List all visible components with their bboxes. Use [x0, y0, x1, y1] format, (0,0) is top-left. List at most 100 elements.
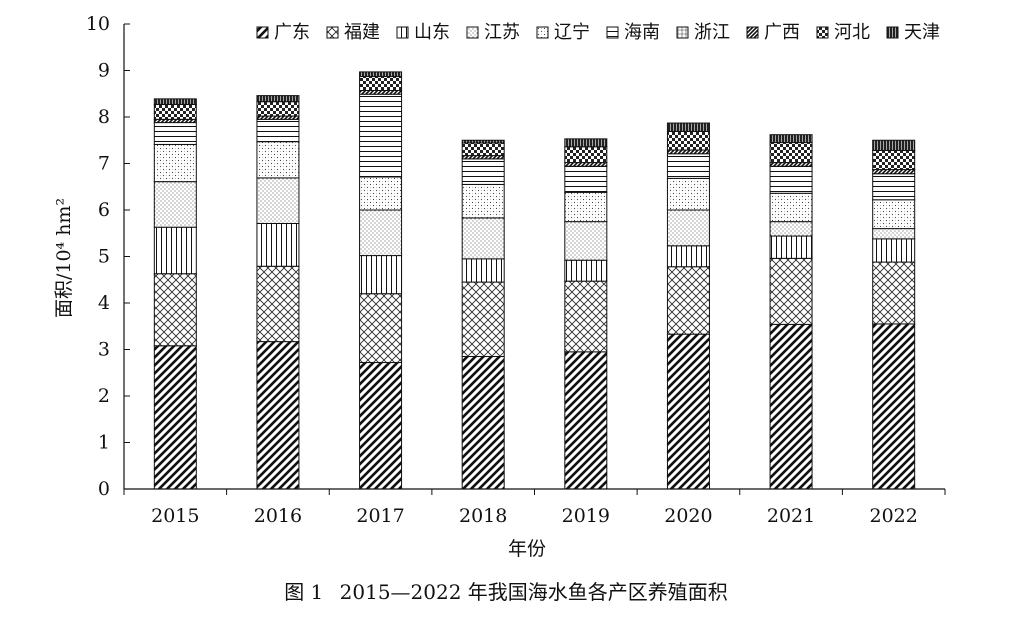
bar-stack-2022 — [872, 139, 916, 490]
legend-item: 天津 — [886, 22, 940, 43]
y-tick-label: 8 — [98, 106, 110, 128]
legend-swatch — [606, 26, 619, 39]
legend-item: 海南 — [606, 22, 660, 43]
y-tick-label: 4 — [98, 292, 110, 314]
bar-segment — [359, 362, 403, 490]
legend-label: 天津 — [904, 22, 940, 43]
legend-item: 江苏 — [466, 22, 520, 43]
bar-segment — [564, 351, 608, 490]
bar-segment — [256, 141, 300, 179]
stacked-bar-chart: 广东 福建 山东 江苏 辽宁 海南 浙江 广西 河北 天津 0 1 2 3 4 5 6 7 8 9 10 2015 201… — [53, 13, 946, 560]
legend-label: 海南 — [624, 22, 660, 43]
y-tick-label: 2 — [98, 385, 110, 407]
bar-segment — [564, 146, 608, 164]
axes: 0 1 2 3 4 5 6 7 8 9 10 2015 2016 2017 2018 2019 2020 2021… — [86, 13, 946, 527]
y-tick-label: 10 — [86, 13, 110, 35]
legend-swatch — [676, 26, 689, 39]
bar-segment — [153, 226, 197, 275]
legend-label: 广西 — [764, 22, 800, 43]
bar-segment — [564, 280, 608, 353]
bar-segment — [872, 139, 916, 151]
bar-segment — [153, 143, 197, 183]
y-tick-label: 5 — [98, 246, 110, 268]
bar-stack-2021 — [769, 134, 813, 490]
legend: 广东 福建 山东 江苏 辽宁 海南 浙江 广西 河北 天津 — [256, 22, 940, 43]
bar-segment — [872, 261, 916, 325]
legend-label: 山东 — [414, 22, 450, 43]
bar-segment — [872, 173, 916, 201]
bar-segment — [666, 209, 710, 247]
legend-swatch — [746, 26, 759, 39]
bar-segment — [256, 177, 300, 224]
y-tick-label: 9 — [98, 60, 110, 82]
bar-segment — [666, 266, 710, 335]
bar-segment — [359, 89, 403, 95]
figure-caption-prefix: 图 1 — [284, 580, 324, 604]
x-tick-label: 2015 — [151, 505, 199, 527]
legend-item: 广西 — [746, 22, 800, 43]
y-tick-label: 7 — [98, 153, 110, 175]
legend-swatch — [396, 26, 409, 39]
bar-segment — [872, 149, 916, 171]
bar-segment — [461, 355, 505, 490]
y-tick-label: 0 — [98, 478, 110, 500]
legend-label: 河北 — [834, 22, 870, 43]
bar-segment — [769, 192, 813, 223]
legend-swatch — [816, 26, 829, 39]
bar-segment — [256, 265, 300, 343]
bar-segment — [359, 293, 403, 364]
bar-segment — [153, 273, 197, 347]
bar-segment — [872, 323, 916, 490]
bar-segment — [461, 139, 505, 144]
x-tick-label: 2020 — [664, 505, 712, 527]
bar-segment — [359, 93, 403, 178]
bar-stack-2019 — [564, 138, 608, 490]
y-tick-label: 3 — [98, 339, 110, 361]
legend-label: 浙江 — [694, 22, 730, 43]
bar-segment — [153, 122, 197, 145]
bar-segment — [564, 138, 608, 148]
bar-segment — [769, 257, 813, 325]
bar-segment — [461, 183, 505, 219]
x-tick-label: 2021 — [767, 505, 815, 527]
bar-segment — [564, 191, 608, 223]
bar-stack-2016 — [256, 95, 300, 490]
bar-segment — [872, 238, 916, 263]
legend-label: 辽宁 — [554, 22, 590, 43]
bar-segment — [872, 228, 916, 240]
legend-swatch — [256, 26, 269, 39]
bar-segment — [666, 130, 710, 151]
x-tick-label: 2019 — [562, 505, 610, 527]
bar-stack-2018 — [461, 139, 505, 490]
bar-segment — [666, 333, 710, 490]
bar-segment — [256, 118, 300, 143]
bar-segment — [461, 281, 505, 357]
x-tick-label: 2016 — [254, 505, 302, 527]
bars — [153, 71, 916, 490]
legend-item: 浙江 — [676, 22, 730, 43]
bar-segment — [564, 162, 608, 167]
bar-segment — [666, 149, 710, 155]
bar-segment — [461, 158, 505, 185]
bar-segment — [769, 235, 813, 259]
x-tick-label: 2022 — [870, 505, 918, 527]
y-tick-label: 1 — [98, 432, 110, 454]
legend-swatch — [466, 26, 479, 39]
bar-stack-2017 — [359, 71, 403, 490]
bar-segment — [256, 341, 300, 490]
legend-item: 河北 — [816, 22, 870, 43]
bar-segment — [359, 209, 403, 257]
bar-segment — [359, 71, 403, 78]
legend-swatch — [326, 26, 339, 39]
legend-label: 江苏 — [484, 22, 520, 43]
x-axis-label: 年份 — [508, 538, 546, 560]
bar-segment — [564, 259, 608, 282]
legend-swatch — [536, 26, 549, 39]
legend-item: 辽宁 — [536, 22, 590, 43]
y-tick-label: 6 — [98, 199, 110, 221]
bar-segment — [461, 217, 505, 260]
bar-segment — [769, 165, 813, 194]
figure-caption-text: 2015—2022 年我国海水鱼各产区养殖面积 — [339, 580, 728, 604]
legend-label: 广东 — [274, 22, 310, 43]
legend-item: 广东 — [256, 22, 310, 43]
